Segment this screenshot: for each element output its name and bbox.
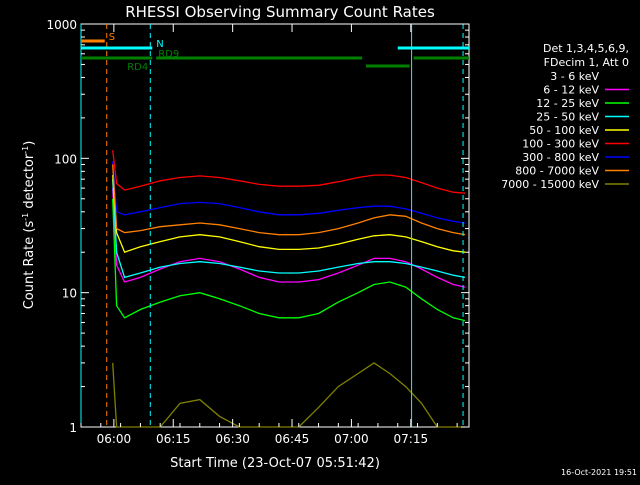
series-line-8 — [112, 362, 465, 428]
legend-label-8: 7000 - 15000 keV — [501, 178, 599, 191]
y-axis-label-sup1: -1 — [21, 213, 30, 221]
y-tick-label-1: 10 — [62, 287, 77, 301]
y-axis-label-end: ) — [22, 141, 37, 146]
legend-label-1: 6 - 12 keV — [543, 84, 599, 97]
legend-header-line-1: Det 1,3,4,5,6,9, — [543, 42, 629, 55]
legend-label-5: 100 - 300 keV — [522, 138, 599, 151]
x-tick-label-4: 07:00 — [334, 432, 369, 446]
legend-label-0: 3 - 6 keV — [550, 70, 599, 83]
y-axis-label: Count Rate (s-1 detector-1) — [21, 141, 37, 310]
legend-label-2: 12 - 25 keV — [536, 97, 599, 110]
vline-layer — [80, 24, 464, 427]
y-tick-label-2: 100 — [54, 152, 77, 166]
flag-layer: S N RD4 RD9 — [81, 32, 469, 73]
series-line-7 — [112, 164, 466, 236]
legend-label-3: 25 - 50 keV — [536, 111, 599, 124]
x-tick-label-0: 06:00 — [97, 432, 132, 446]
flag-label-1: N — [156, 39, 163, 50]
series-line-0 — [112, 211, 466, 358]
y-axis-label-main: Count Rate (s — [22, 221, 37, 310]
y-axis-label-sup2: -1 — [21, 146, 30, 154]
y-axis-label-mid: detector — [22, 153, 37, 213]
flag-label-4: RD9 — [158, 49, 179, 60]
flag-label-3: RD4 — [127, 62, 148, 73]
x-tick-label-2: 06:30 — [215, 432, 250, 446]
x-tick-label-5: 07:15 — [394, 432, 429, 446]
axis-layer: 06:00 06:15 06:30 06:45 07:00 07:15 1 10 100 1000 — [46, 18, 469, 446]
legend-header-line-2: FDecim 1, Att 0 — [544, 56, 629, 69]
x-axis-label: Start Time (23-Oct-07 05:51:42) — [170, 456, 380, 471]
legend-label-7: 800 - 7000 keV — [515, 165, 599, 178]
x-tick-label-1: 06:15 — [156, 432, 191, 446]
legend-label-6: 300 - 800 keV — [522, 151, 599, 164]
series-line-6 — [112, 161, 466, 224]
series-line-5 — [112, 150, 466, 194]
y-tick-label-3: 1000 — [46, 18, 77, 32]
chart-title: RHESSI Observing Summary Count Rates — [125, 3, 435, 21]
x-tick-label-3: 06:45 — [275, 432, 310, 446]
flag-label-0: S — [109, 32, 115, 43]
legend-label-4: 50 - 100 keV — [529, 124, 599, 137]
y-tick-label-0: 1 — [69, 421, 77, 435]
footer-timestamp: 16-Oct-2021 19:51 — [561, 468, 637, 477]
